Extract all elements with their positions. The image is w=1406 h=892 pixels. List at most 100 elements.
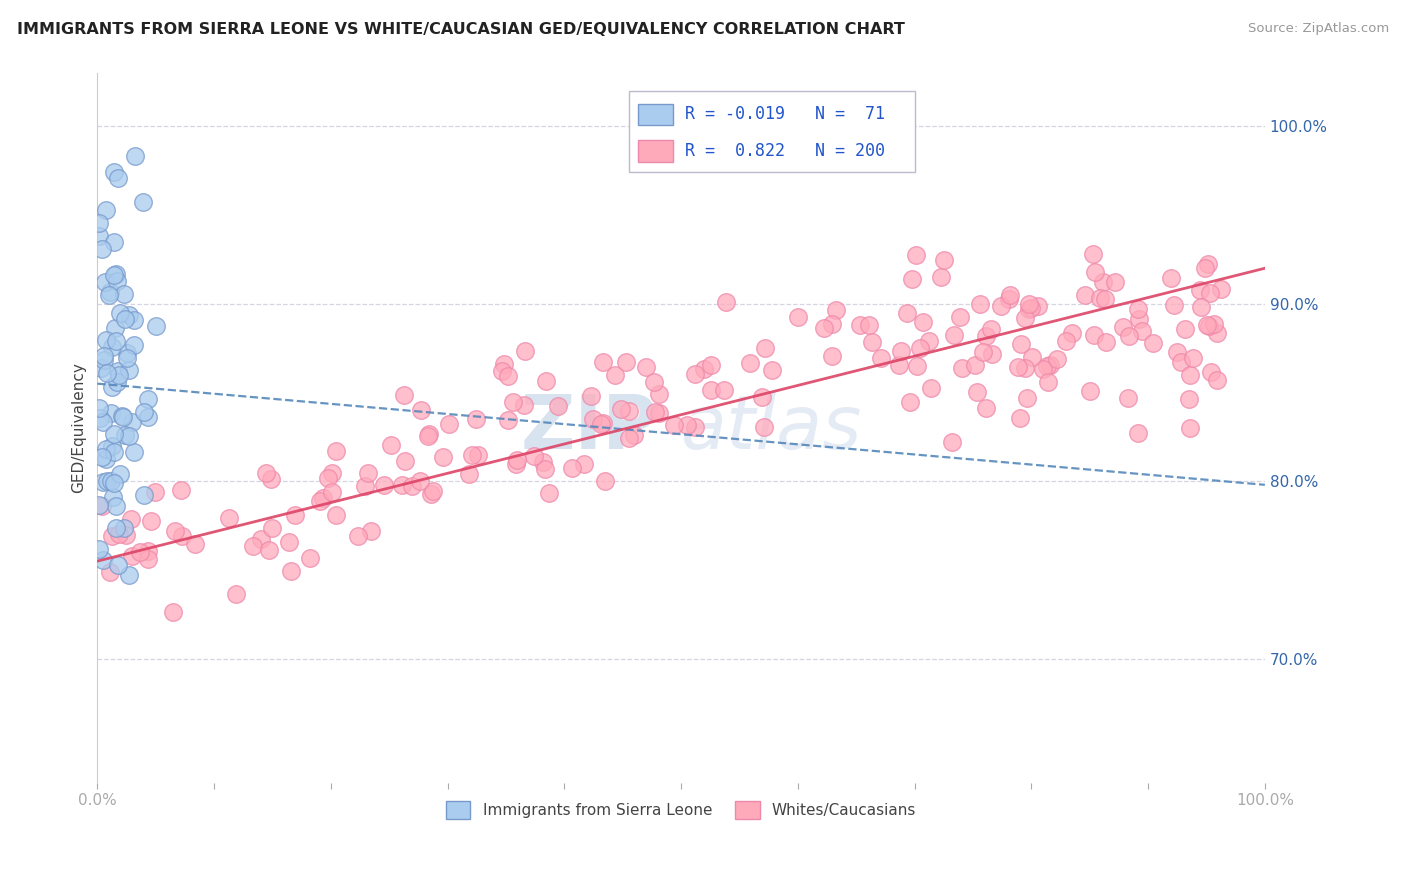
Point — [932, 252, 955, 267]
Point — [225, 587, 247, 601]
Point — [114, 428, 136, 442]
Point — [132, 195, 155, 210]
Point — [124, 149, 146, 163]
Point — [87, 216, 110, 230]
Point — [242, 539, 264, 553]
Point — [101, 380, 124, 394]
Point — [101, 340, 124, 354]
Point — [87, 401, 110, 415]
Point — [1205, 326, 1227, 340]
Point — [870, 351, 893, 365]
Point — [184, 537, 207, 551]
Point — [1202, 317, 1225, 331]
Point — [145, 318, 167, 333]
Point — [505, 457, 527, 471]
Point — [91, 242, 114, 256]
Point — [1088, 291, 1111, 305]
Point — [908, 341, 931, 355]
Point — [118, 363, 141, 377]
Point — [120, 512, 142, 526]
Point — [1198, 318, 1220, 333]
Point — [889, 358, 911, 372]
Point — [132, 488, 155, 502]
Point — [644, 405, 666, 419]
Point — [391, 478, 413, 492]
Point — [162, 605, 184, 619]
Text: IMMIGRANTS FROM SIERRA LEONE VS WHITE/CAUCASIAN GED/EQUIVALENCY CORRELATION CHAR: IMMIGRANTS FROM SIERRA LEONE VS WHITE/CA… — [17, 22, 904, 37]
Point — [614, 355, 637, 369]
Point — [1014, 360, 1036, 375]
Point — [1178, 392, 1201, 406]
Point — [685, 420, 707, 434]
Point — [346, 529, 368, 543]
FancyBboxPatch shape — [638, 103, 673, 125]
Point — [1128, 312, 1150, 326]
Point — [942, 327, 965, 342]
Point — [1074, 288, 1097, 302]
Point — [103, 426, 125, 441]
Point — [974, 329, 997, 343]
Point — [105, 376, 128, 390]
Point — [1026, 299, 1049, 313]
Point — [610, 401, 633, 416]
Point — [592, 355, 614, 369]
Point — [114, 311, 136, 326]
Text: Source: ZipAtlas.com: Source: ZipAtlas.com — [1249, 22, 1389, 36]
Point — [98, 285, 121, 300]
Point — [1018, 297, 1040, 311]
Point — [172, 529, 194, 543]
Point — [254, 466, 277, 480]
Point — [1018, 302, 1040, 317]
Point — [754, 342, 776, 356]
Point — [105, 334, 128, 348]
Point — [821, 317, 844, 331]
Point — [787, 310, 810, 325]
Point — [761, 362, 783, 376]
Point — [91, 415, 114, 429]
Point — [1197, 257, 1219, 271]
Point — [572, 457, 595, 471]
Point — [498, 369, 520, 384]
Point — [538, 486, 561, 500]
Point — [283, 508, 305, 522]
Point — [461, 448, 484, 462]
Point — [90, 361, 112, 376]
Point — [918, 334, 941, 348]
Point — [91, 475, 114, 489]
Point — [905, 359, 928, 374]
Point — [103, 475, 125, 490]
Point — [1206, 373, 1229, 387]
Point — [408, 474, 430, 488]
FancyBboxPatch shape — [638, 140, 673, 161]
Point — [280, 564, 302, 578]
Point — [134, 405, 156, 419]
Point — [129, 545, 152, 559]
Point — [138, 392, 160, 407]
Point — [1116, 391, 1139, 405]
Point — [821, 349, 844, 363]
Point — [108, 306, 131, 320]
Point — [100, 529, 122, 543]
Point — [250, 532, 273, 546]
Point — [353, 478, 375, 492]
Point — [634, 360, 657, 375]
Point — [900, 272, 922, 286]
Point — [90, 450, 112, 464]
Point — [1166, 344, 1188, 359]
Point — [122, 313, 145, 327]
Point — [617, 404, 640, 418]
Point — [904, 248, 927, 262]
Point — [1118, 329, 1140, 343]
Point — [494, 358, 516, 372]
Point — [547, 399, 569, 413]
Point — [754, 419, 776, 434]
Point — [643, 376, 665, 390]
Point — [980, 322, 1002, 336]
Point — [1189, 300, 1212, 314]
Point — [308, 494, 330, 508]
Point — [114, 528, 136, 542]
Point — [848, 318, 870, 332]
Point — [1209, 282, 1232, 296]
Point — [1160, 271, 1182, 285]
Point — [94, 275, 117, 289]
